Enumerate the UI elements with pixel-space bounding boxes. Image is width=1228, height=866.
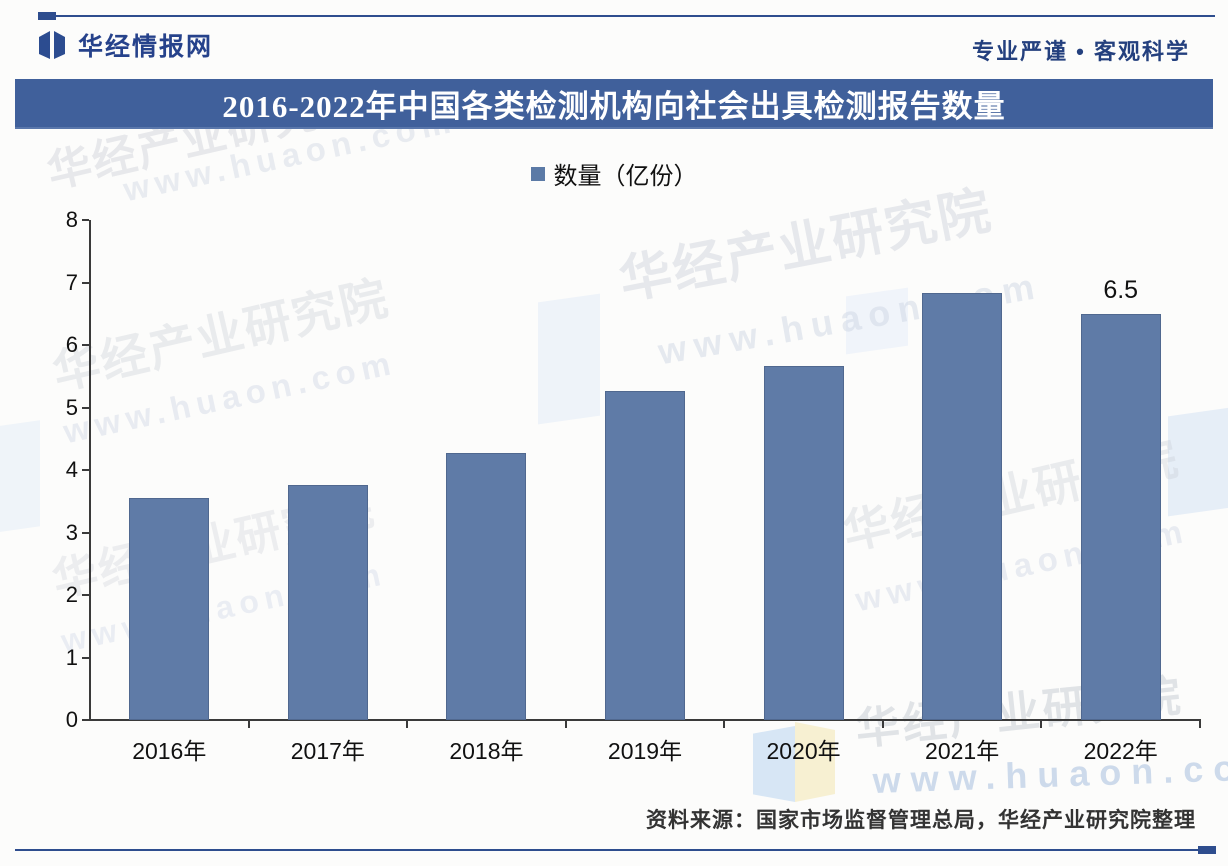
y-axis-tick xyxy=(82,219,89,221)
brand: 华经情报网 xyxy=(36,27,213,63)
x-axis-line xyxy=(89,719,1201,721)
y-axis-tick xyxy=(82,594,89,596)
y-axis-tick xyxy=(82,281,89,284)
x-axis-category-label: 2021年 xyxy=(925,738,1000,764)
y-axis-tick-label: 5 xyxy=(65,394,78,420)
bar xyxy=(605,390,685,720)
x-axis-tick xyxy=(723,721,726,728)
y-axis-tick-label: 6 xyxy=(65,332,78,357)
x-axis-category-label: 2016年 xyxy=(132,738,207,764)
brand-name: 华经情报网 xyxy=(78,33,214,61)
y-axis-tick-label: 8 xyxy=(65,207,78,232)
source-note: 资料来源：国家市场监督管理总局，华经产业研究院整理 xyxy=(646,809,1196,832)
bar xyxy=(129,497,210,720)
bar xyxy=(922,292,1003,720)
x-axis-category-label: 2019年 xyxy=(607,738,683,764)
header-slogan: 专业严谨 • 客观科学 xyxy=(972,39,1190,64)
y-axis-tick-label: 3 xyxy=(65,519,78,545)
x-axis-tick xyxy=(881,721,884,728)
y-axis-tick xyxy=(82,406,89,409)
bottom-rule xyxy=(15,849,1215,851)
x-axis-category-label: 2017年 xyxy=(290,738,365,764)
y-axis-tick xyxy=(82,719,89,721)
chart-title: 2016-2022年中国各类检测机构向社会出具检测报告数量 xyxy=(222,88,1006,124)
bar xyxy=(287,485,368,720)
x-axis-tick xyxy=(406,721,409,728)
y-axis-line xyxy=(89,220,91,721)
y-axis-tick-label: 2 xyxy=(65,582,78,607)
x-axis-category-label: 2018年 xyxy=(449,738,524,764)
y-axis-tick-label: 1 xyxy=(65,644,78,670)
y-axis-tick xyxy=(82,531,89,534)
x-axis-tick xyxy=(247,721,250,728)
y-axis-tick-label: 4 xyxy=(65,457,78,482)
bar xyxy=(763,365,844,720)
x-axis-tick xyxy=(1040,721,1043,728)
top-rule xyxy=(40,15,1215,17)
y-axis-tick xyxy=(82,344,89,346)
top-rule-cap xyxy=(38,12,56,20)
huaon-book-logo-icon xyxy=(39,31,65,59)
bar xyxy=(1080,313,1161,720)
y-axis-tick-label: 0 xyxy=(65,707,78,732)
x-axis-tick xyxy=(564,721,567,728)
y-axis-tick xyxy=(82,656,89,659)
legend-label: 数量（亿份） xyxy=(553,163,698,190)
x-axis-category-label: 2020年 xyxy=(766,738,841,764)
legend-marker-swatch xyxy=(530,166,545,181)
x-axis-category-label: 2022年 xyxy=(1083,738,1158,764)
y-axis-tick-label: 7 xyxy=(65,269,78,295)
title-bar: 2016-2022年中国各类检测机构向社会出具检测报告数量 xyxy=(15,79,1213,129)
bar-value-label: 6.5 xyxy=(1103,275,1139,304)
y-axis-tick xyxy=(82,469,89,471)
bar xyxy=(446,452,527,720)
x-axis-tick xyxy=(1199,721,1201,728)
bottom-rule-cap xyxy=(1198,846,1216,854)
legend: 数量（亿份） xyxy=(0,156,1228,191)
